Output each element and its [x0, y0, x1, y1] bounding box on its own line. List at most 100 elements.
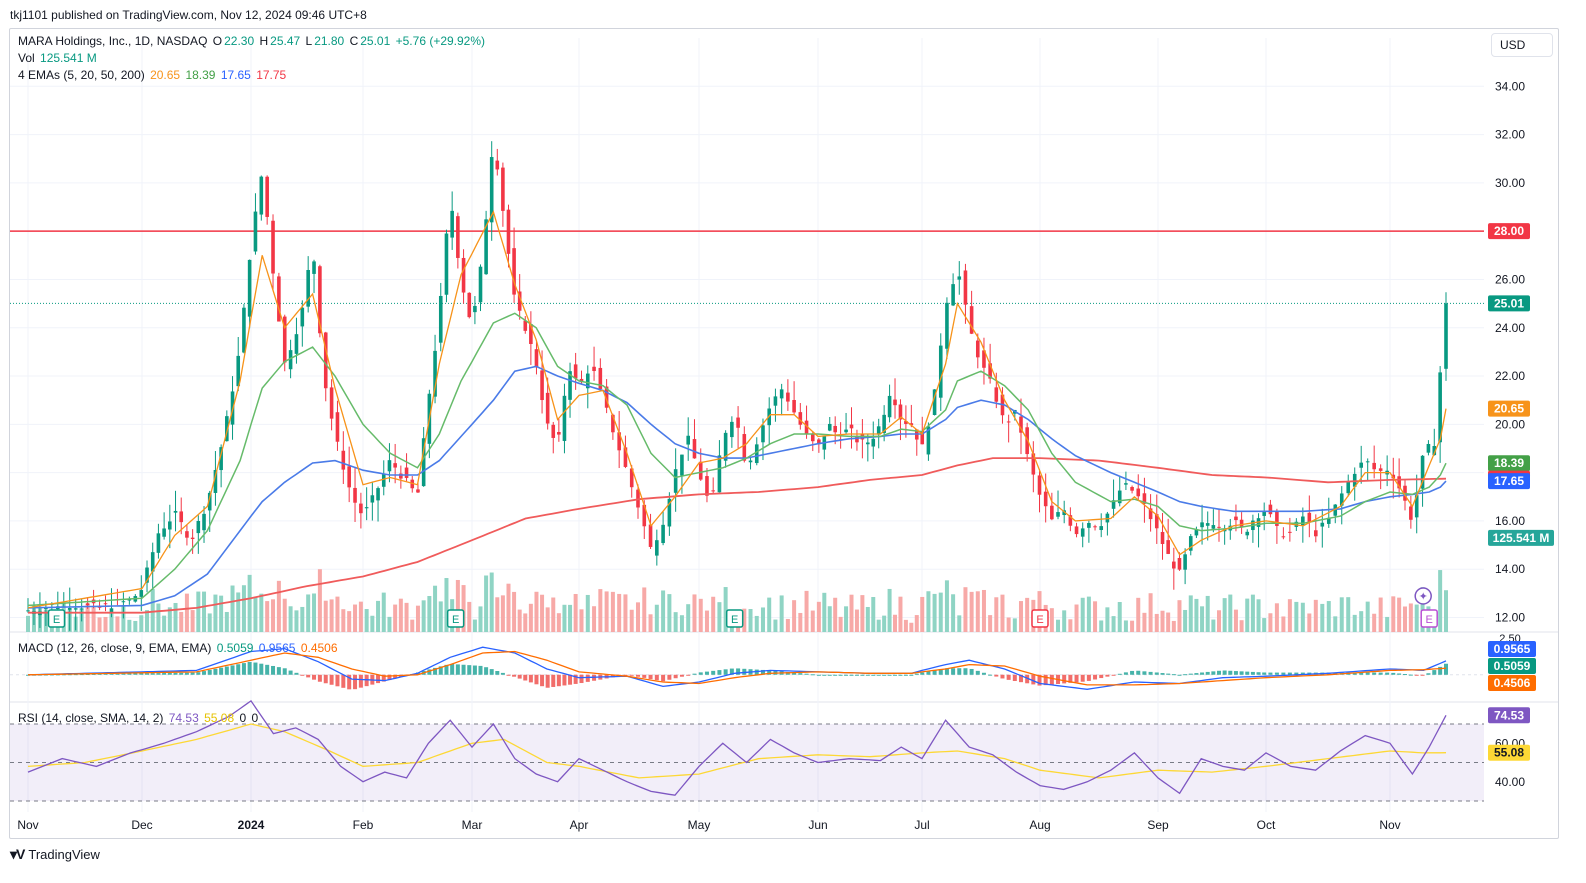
legend-macd-line: 0.9565 [258, 641, 296, 655]
candle-body [387, 460, 392, 472]
candle-body [692, 439, 697, 459]
candle-body [844, 429, 848, 433]
volume-bar [893, 614, 898, 632]
earnings-marker-icon[interactable] [725, 609, 744, 628]
legend-vol-label[interactable]: Vol [18, 51, 35, 65]
candle-body [585, 373, 590, 389]
macd-histogram-bar [932, 670, 937, 675]
price-tick-label: 34.00 [1495, 79, 1525, 93]
macd-histogram-bar [259, 663, 264, 675]
candle-body [926, 426, 931, 455]
macd-histogram-bar [1160, 673, 1165, 675]
volume-bar [617, 593, 622, 632]
candle-body [698, 461, 703, 480]
volume-bar [914, 615, 919, 632]
volume-bar [219, 595, 224, 632]
legend-rsi-label[interactable]: RSI (14, close, SMA, 14, 2) [18, 711, 164, 725]
macd-histogram-bar [887, 674, 892, 676]
volume-bar [236, 592, 241, 632]
macd-histogram-bar [265, 664, 270, 675]
macd-histogram-bar [760, 669, 765, 675]
volume-bar [816, 601, 821, 632]
volume-bar [1080, 597, 1085, 632]
volume-bar [654, 604, 659, 632]
candle-body [736, 417, 740, 428]
macd-histogram-bar [121, 673, 126, 675]
volume-bar [276, 580, 281, 632]
volume-bar [887, 588, 892, 632]
volume-bar [461, 585, 466, 632]
legend-macd-label[interactable]: MACD (12, 26, close, 9, EMA, EMA) [18, 641, 212, 655]
volume-bar [556, 613, 561, 632]
volume-bar [798, 612, 803, 632]
earnings-marker-icon[interactable] [1031, 609, 1049, 628]
candle-body [202, 513, 206, 531]
candle-body [501, 167, 505, 211]
volume-bar [433, 585, 438, 632]
price-tick-label: 14.00 [1495, 562, 1525, 576]
candle-body [196, 520, 201, 534]
candle-body [920, 431, 925, 445]
volume-bar [127, 619, 132, 632]
macd-histogram-bar [951, 668, 956, 675]
volume-bar [1228, 594, 1233, 632]
rsi-label-text: 74.53 [1494, 708, 1524, 722]
volume-bar [748, 608, 753, 632]
footer-brand[interactable]: ▾V TradingView [10, 846, 100, 863]
macd-histogram-bar [207, 669, 212, 675]
macd-histogram-bar [79, 674, 84, 676]
volume-bar [742, 608, 747, 632]
volume-bar [472, 619, 477, 632]
candle-body [945, 302, 949, 349]
candle-body [341, 450, 346, 470]
candle-body [213, 469, 218, 493]
macd-histogram-bar [1228, 670, 1233, 675]
volume-bar [1018, 601, 1023, 632]
volume-bar [145, 610, 150, 632]
legend-ema-label[interactable]: 4 EMAs (5, 20, 50, 200) [18, 68, 145, 82]
legend-close: 25.01 [360, 34, 391, 48]
volume-bar [673, 612, 678, 632]
macd-histogram-bar [335, 674, 340, 687]
candle-body [219, 447, 223, 471]
macd-histogram-bar [241, 663, 246, 675]
legend-symbol[interactable]: MARA Holdings, Inc., 1D, NASDAQ [18, 34, 208, 48]
macd-histogram-bar [1086, 674, 1091, 681]
macd-histogram-bar [1281, 672, 1286, 675]
time-tick-label: Sep [1147, 818, 1169, 832]
macd-histogram-bar [679, 674, 684, 677]
volume-bar [1025, 597, 1030, 632]
volume-bar [306, 594, 311, 632]
candle-body [207, 492, 212, 511]
macd-histogram-bar [1049, 674, 1054, 685]
price-tick-label: 22.00 [1495, 369, 1525, 383]
earnings-marker-icon[interactable] [446, 609, 465, 628]
volume-bar [478, 606, 483, 632]
volume-bar [500, 595, 505, 632]
candle-body [1200, 522, 1204, 528]
earnings-marker-icon[interactable] [1420, 609, 1438, 628]
macd-histogram-bar [306, 674, 311, 678]
macd-histogram-bar [1372, 672, 1377, 675]
legend-rsi-l: 0 [251, 711, 259, 725]
candle-body [1234, 516, 1238, 521]
macd-histogram-bar [920, 672, 925, 675]
macd-histogram-bar [833, 674, 838, 676]
news-sparkle-icon[interactable] [1414, 587, 1432, 605]
volume-bar [1222, 598, 1227, 632]
candle-body [1426, 443, 1431, 453]
earnings-marker-icon[interactable] [47, 609, 66, 628]
macd-histogram-bar [133, 673, 138, 675]
candle-body [1166, 540, 1170, 554]
macd-histogram-bar [717, 670, 722, 675]
volume-bar [1194, 598, 1199, 632]
legend-high-label: H [259, 34, 269, 48]
macd-histogram-bar [686, 674, 691, 676]
macd-histogram-bar [729, 668, 734, 675]
currency-button[interactable]: USD [1491, 33, 1553, 57]
macd-histogram-bar [329, 674, 334, 685]
volume-bar [1414, 604, 1419, 632]
candle-body [190, 537, 195, 540]
candle-body [506, 209, 511, 254]
